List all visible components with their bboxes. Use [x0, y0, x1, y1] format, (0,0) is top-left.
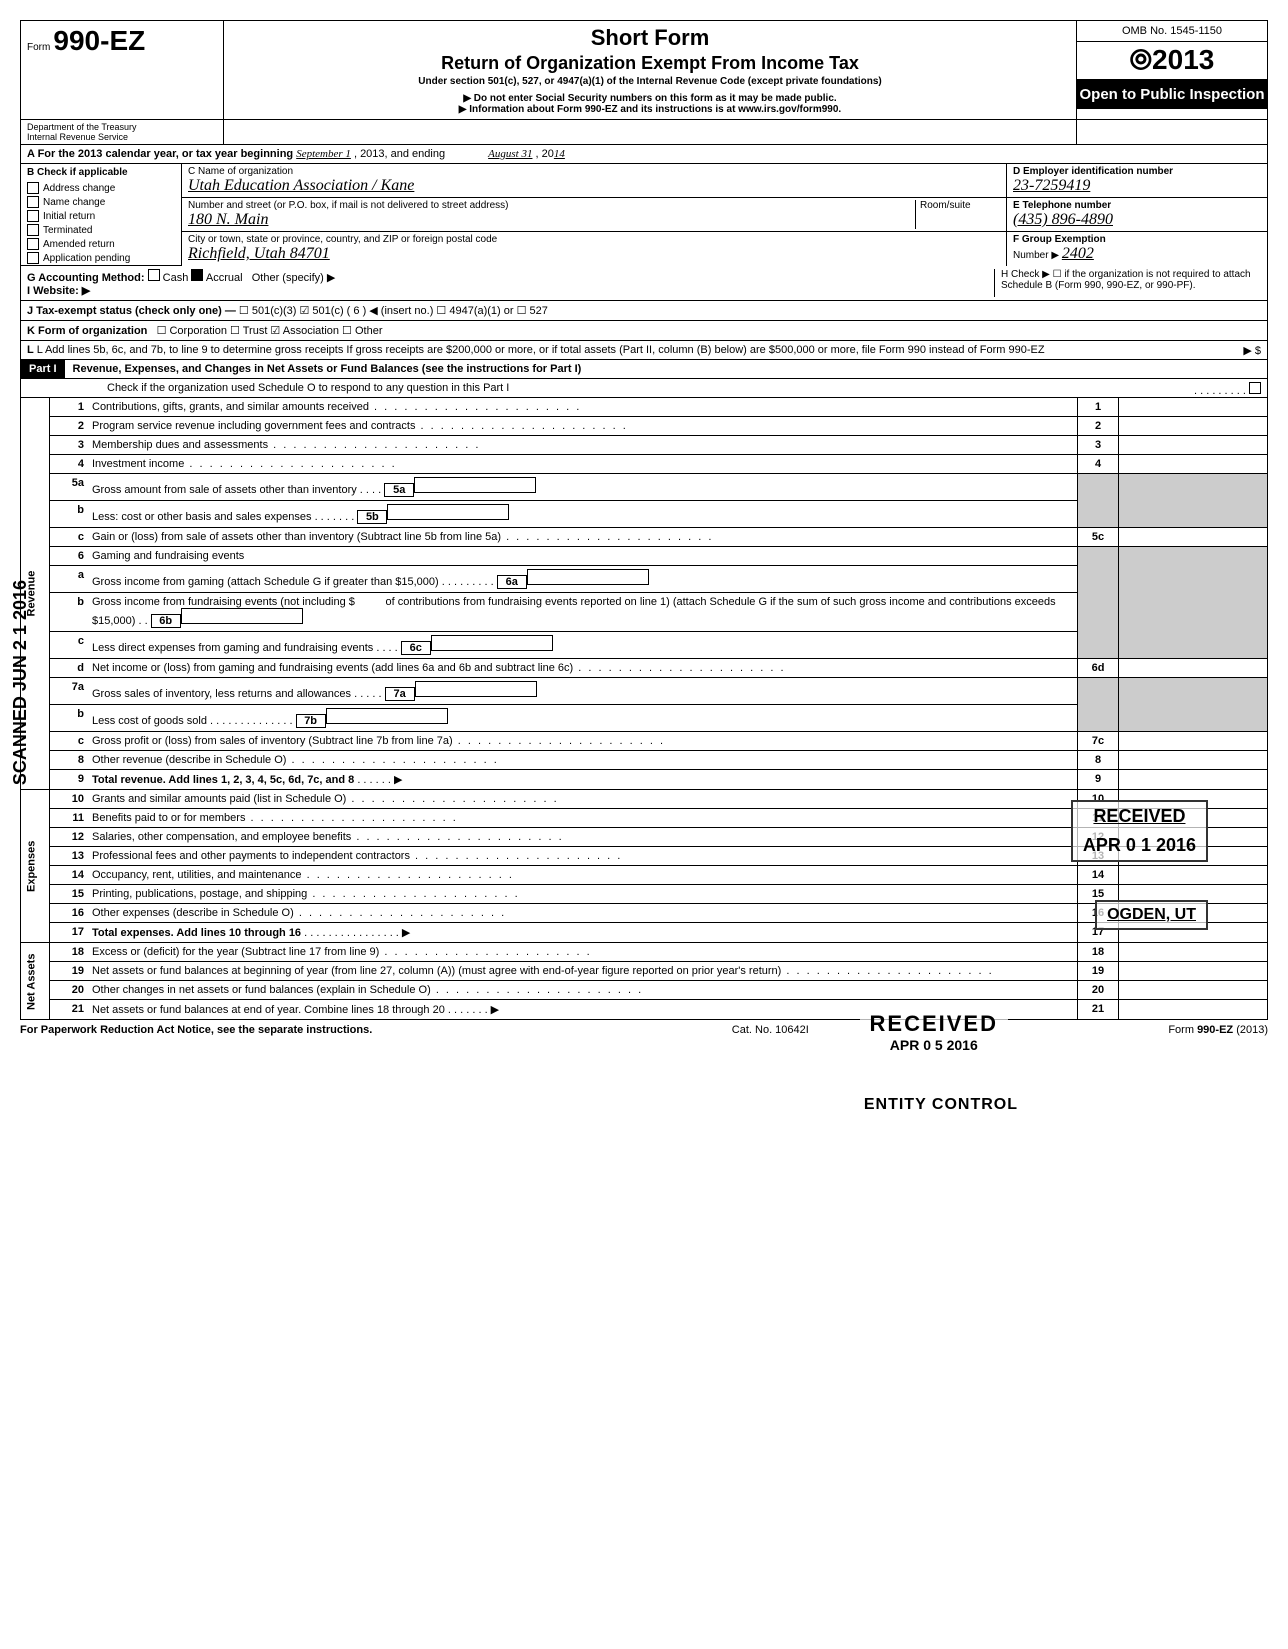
open-public: Open to Public Inspection: [1077, 80, 1267, 109]
chk-amended[interactable]: [27, 238, 39, 250]
stamp-ogden: OGDEN, UT: [1095, 900, 1208, 930]
side-revenue: Revenue: [21, 398, 50, 790]
chk-name[interactable]: [27, 196, 39, 208]
header-center: Short Form Return of Organization Exempt…: [224, 21, 1077, 119]
title: Short Form: [232, 25, 1068, 51]
chk-cash[interactable]: [148, 269, 160, 281]
line-a: A For the 2013 calendar year, or tax yea…: [20, 145, 1268, 164]
header-right: OMB No. 1545-1150 ⦾2013 Open to Public I…: [1077, 21, 1267, 119]
phone: (435) 896-4890: [1013, 211, 1261, 229]
org-city: Richfield, Utah 84701: [188, 245, 1000, 263]
main-table: Revenue 1Contributions, gifts, grants, a…: [20, 398, 1268, 1020]
stamp-received: RECEIVED APR 0 1 2016: [1071, 800, 1208, 862]
warn2: ▶ Information about Form 990-EZ and its …: [232, 104, 1068, 115]
stamp-received2: RECEIVED APR 0 5 2016: [860, 1007, 1008, 1057]
form-prefix: Form: [27, 42, 50, 53]
chk-terminated[interactable]: [27, 224, 39, 236]
chk-initial[interactable]: [27, 210, 39, 222]
chk-scho[interactable]: [1249, 382, 1261, 394]
group-exemption: 2402: [1062, 245, 1094, 262]
row-gh: G Accounting Method: Cash Accrual Other …: [20, 266, 1268, 301]
chk-pending[interactable]: [27, 252, 39, 264]
footer: For Paperwork Reduction Act Notice, see …: [20, 1020, 1268, 1040]
end-date: August 31: [488, 148, 532, 160]
side-netassets: Net Assets: [21, 943, 50, 1020]
side-expenses: Expenses: [21, 790, 50, 943]
tax-year: ⦾2013: [1077, 42, 1267, 80]
dept-row: Department of the Treasury Internal Reve…: [20, 120, 1268, 145]
col-c: C Name of organization Utah Education As…: [182, 164, 1007, 266]
under-text: Under section 501(c), 527, or 4947(a)(1)…: [232, 76, 1068, 87]
part1-check: Check if the organization used Schedule …: [20, 379, 1268, 398]
form-number: 990-EZ: [53, 25, 145, 56]
form-rev: Form 990-EZ (2013): [1168, 1024, 1268, 1036]
org-addr: 180 N. Main: [188, 211, 915, 229]
row-j: J Tax-exempt status (check only one) — ☐…: [20, 301, 1268, 321]
subtitle: Return of Organization Exempt From Incom…: [232, 53, 1068, 74]
dept-left: Department of the Treasury Internal Reve…: [21, 120, 224, 144]
form-990ez: SCANNED JUN 2 1 2016 Form 990-EZ Short F…: [20, 20, 1268, 1040]
chk-address[interactable]: [27, 182, 39, 194]
section-bcdef: B Check if applicable Address change Nam…: [20, 164, 1268, 266]
begin-date: September 1: [296, 148, 351, 160]
omb-number: OMB No. 1545-1150: [1077, 21, 1267, 42]
chk-accrual[interactable]: [191, 269, 203, 281]
warn1: ▶ Do not enter Social Security numbers o…: [232, 93, 1068, 104]
header-left: Form 990-EZ: [21, 21, 224, 119]
form-header: Form 990-EZ Short Form Return of Organiz…: [20, 20, 1268, 120]
ein: 23-7259419: [1013, 177, 1261, 195]
row-l: L L Add lines 5b, 6c, and 7b, to line 9 …: [20, 341, 1268, 360]
dept-center: [224, 120, 1077, 144]
col-b: B Check if applicable Address change Nam…: [21, 164, 182, 266]
part1-header: Part I Revenue, Expenses, and Changes in…: [20, 360, 1268, 379]
website-label: I Website: ▶: [27, 285, 90, 297]
section-h: H Check ▶ ☐ if the organization is not r…: [994, 269, 1261, 297]
stamp-entity: ENTITY CONTROL: [854, 1092, 1028, 1118]
col-def: D Employer identification number 23-7259…: [1007, 164, 1267, 266]
row-k: K Form of organization ☐ Corporation ☐ T…: [20, 321, 1268, 341]
org-name: Utah Education Association / Kane: [188, 177, 1000, 195]
